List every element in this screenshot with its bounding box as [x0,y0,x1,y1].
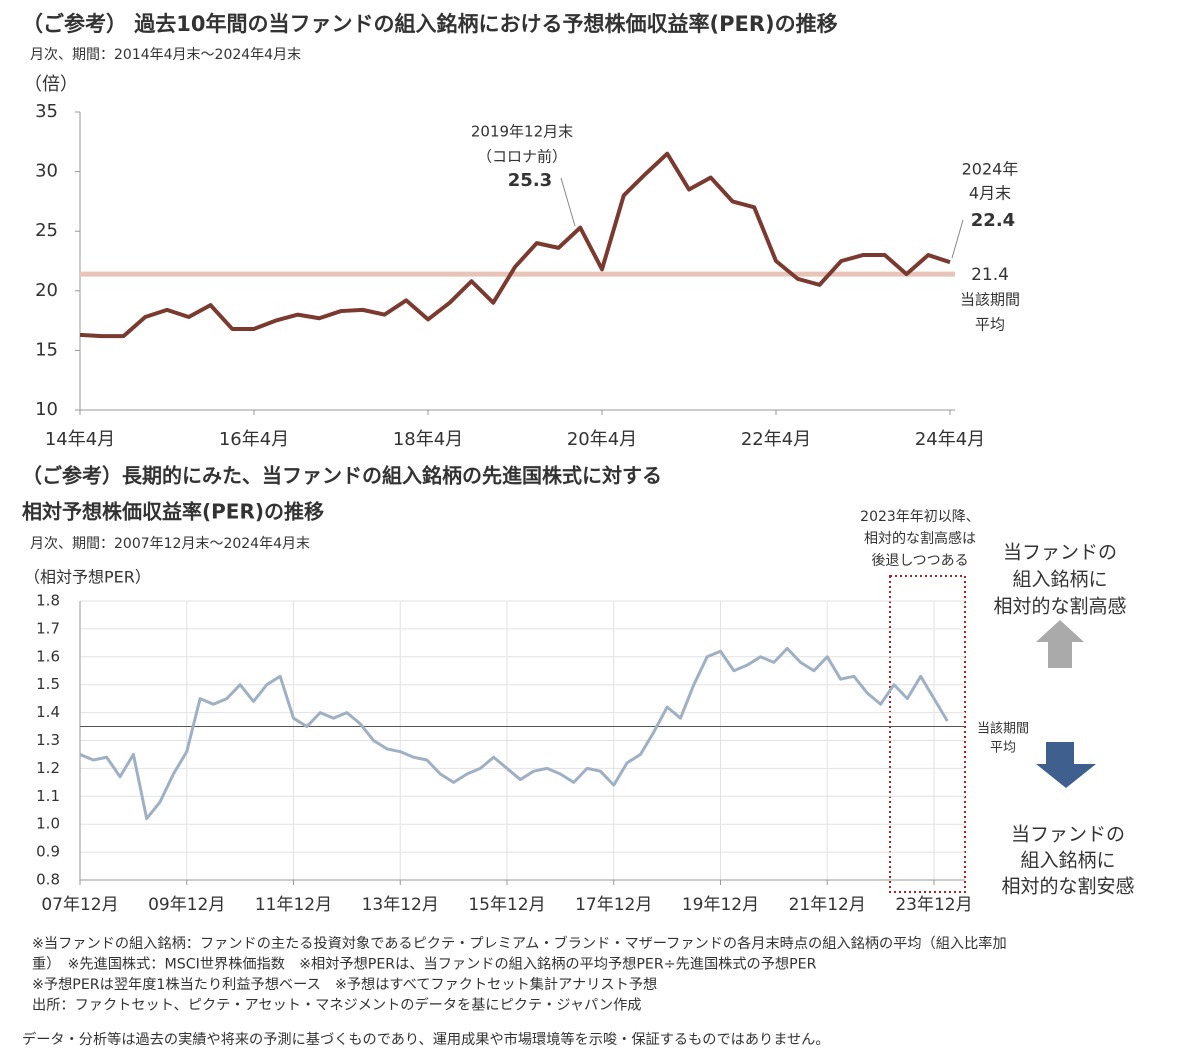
disclaimer: データ・分析等は過去の実績や将来の予測に基づくものであり、運用成果や市場環境等を… [22,1031,830,1048]
y-tick-label: 1.6 [36,647,60,665]
footnote: ※当ファンドの組入銘柄：ファンドの主たる投資対象であるピクテ・プレミアム・ブラン… [32,935,1007,952]
annotation: 相対的な割高感は [864,530,976,547]
annotation: 2019年12月末 [471,123,573,141]
y-tick-label: 1.1 [36,787,60,805]
x-tick-label: 16年4月 [219,429,289,450]
average-label: 当該期間 [960,291,1020,309]
y-tick-label: 1.2 [36,759,60,777]
y-tick-label: 20 [35,280,58,301]
annotation: 相対的な割安感 [1001,876,1134,898]
y-tick-label: 10 [35,399,58,420]
y-tick-label: 1.7 [36,619,60,637]
annotation: 当ファンドの [1003,542,1117,564]
x-tick-label: 18年4月 [393,429,463,450]
chart-subtitle: 月次、期間：2014年4月末～2024年4月末 [30,47,301,63]
annotation: 組入銘柄に [1020,850,1115,872]
x-tick-label: 11年12月 [255,895,332,915]
annotation: 2024年 [962,160,1019,179]
y-tick-label: 1.5 [36,675,60,693]
data-label: 22.4 [971,210,1015,231]
average-label: 当該期間 [977,721,1029,737]
x-tick-label: 17年12月 [575,895,652,915]
y-tick-label: 35 [35,101,58,122]
y-axis-label: （倍） [24,74,78,95]
y-axis-label: （相対予想PER） [24,568,151,587]
footnote: ※予想PERは翌年度1株当たり利益予想ベース ※予想はすべてファクトセット集計ア… [32,976,657,993]
y-tick-label: 0.8 [36,871,60,889]
leader-line [560,177,576,227]
leader-line [951,219,964,259]
x-tick-label: 15年12月 [468,895,545,915]
data-line [79,646,949,821]
average-label: 平均 [990,741,1016,756]
footnote: 重） ※先進国株式：MSCI世界株価指数 ※相対予想PERは、当ファンドの組入銘… [32,957,817,973]
footnote: 出所：ファクトセット、ピクテ・アセット・マネジメントのデータを基にピクテ・ジャパ… [32,997,642,1014]
annotation: 当ファンドの [1011,824,1125,846]
up-arrow [1036,620,1084,668]
x-tick-label: 07年12月 [41,895,118,915]
highlight-box [889,575,966,893]
x-tick-label: 09年12月 [148,895,225,915]
annotation: 4月末 [969,184,1011,203]
chart-title: （ご参考）長期的にみた、当ファンドの組入銘柄の先進国株式に対する [22,464,662,488]
x-tick-label: 21年12月 [789,895,866,915]
x-tick-label: 22年4月 [741,429,811,450]
y-tick-label: 1.0 [36,815,60,833]
down-arrow [1036,742,1096,788]
chart-subtitle: 月次、期間：2007年12月末～2024年4月末 [30,536,310,552]
y-tick-label: 1.4 [36,703,60,721]
y-tick-label: 30 [35,161,58,182]
chart-title: 相対予想株価収益率(PER)の推移 [22,500,324,524]
x-tick-label: 23年12月 [895,895,972,915]
data-line [79,151,951,339]
x-tick-label: 20年4月 [567,429,637,450]
y-tick-label: 25 [35,220,58,241]
data-label: 25.3 [508,170,552,191]
average-value: 21.4 [971,265,1009,285]
y-tick-label: 0.9 [36,843,60,861]
x-tick-label: 13年12月 [362,895,439,915]
x-tick-label: 24年4月 [915,429,985,450]
y-tick-label: 1.8 [36,592,60,610]
chart-title: （ご参考） 過去10年間の当ファンドの組入銘柄における予想株価収益率(PER)の… [22,12,838,36]
x-tick-label: 19年12月 [682,895,759,915]
y-tick-label: 1.3 [36,731,60,749]
annotation: （コロナ前） [477,148,567,166]
x-tick-label: 14年4月 [45,429,115,450]
y-tick-label: 15 [35,339,58,360]
annotation: 組入銘柄に [1012,569,1107,591]
annotation: 相対的な割高感 [993,596,1126,618]
average-label: 平均 [975,316,1005,334]
annotation: 2023年年初以降、 [860,508,980,525]
annotation: 後退しつつある [871,553,968,569]
